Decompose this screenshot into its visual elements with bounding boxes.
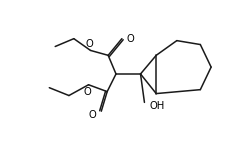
Text: O: O [88,110,96,120]
Text: O: O [85,39,93,49]
Text: OH: OH [149,101,164,111]
Text: O: O [83,87,91,97]
Text: O: O [126,34,134,44]
